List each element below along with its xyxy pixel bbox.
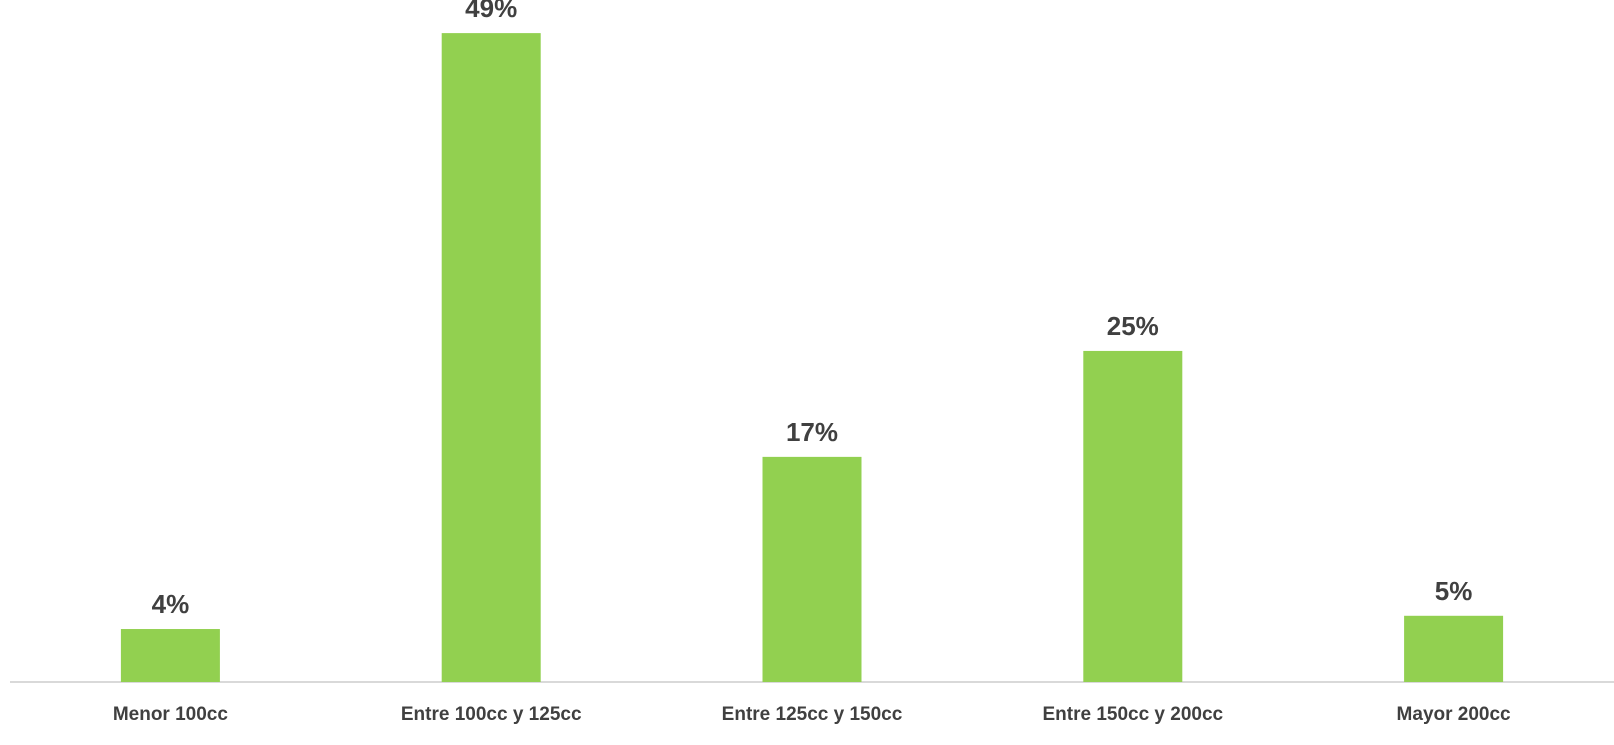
category-label-4: Entre 150cc y 200cc	[1042, 704, 1223, 725]
bar-value-label-2: 49%	[465, 0, 517, 23]
bar-value-label-1: 4%	[152, 589, 190, 619]
bars-group	[120, 33, 1504, 682]
category-label-5: Mayor 200cc	[1397, 704, 1512, 725]
bar-2	[441, 33, 541, 682]
category-label-1: Menor 100cc	[113, 704, 229, 725]
bar-4	[1083, 350, 1183, 682]
bar-5	[1404, 615, 1504, 682]
value-labels-group: 4% 49% 17% 25% 5%	[152, 0, 1473, 619]
bar-value-label-4: 25%	[1107, 311, 1159, 341]
category-labels-group: Menor 100cc Entre 100cc y 125cc Entre 125c…	[113, 704, 1511, 725]
bar-1	[120, 629, 220, 682]
bar-value-label-5: 5%	[1435, 576, 1473, 606]
bar-value-label-3: 17%	[786, 417, 838, 447]
bar-3	[762, 456, 862, 682]
category-label-2: Entre 100cc y 125cc	[401, 704, 582, 725]
category-label-3: Entre 125cc y 150cc	[722, 704, 903, 725]
